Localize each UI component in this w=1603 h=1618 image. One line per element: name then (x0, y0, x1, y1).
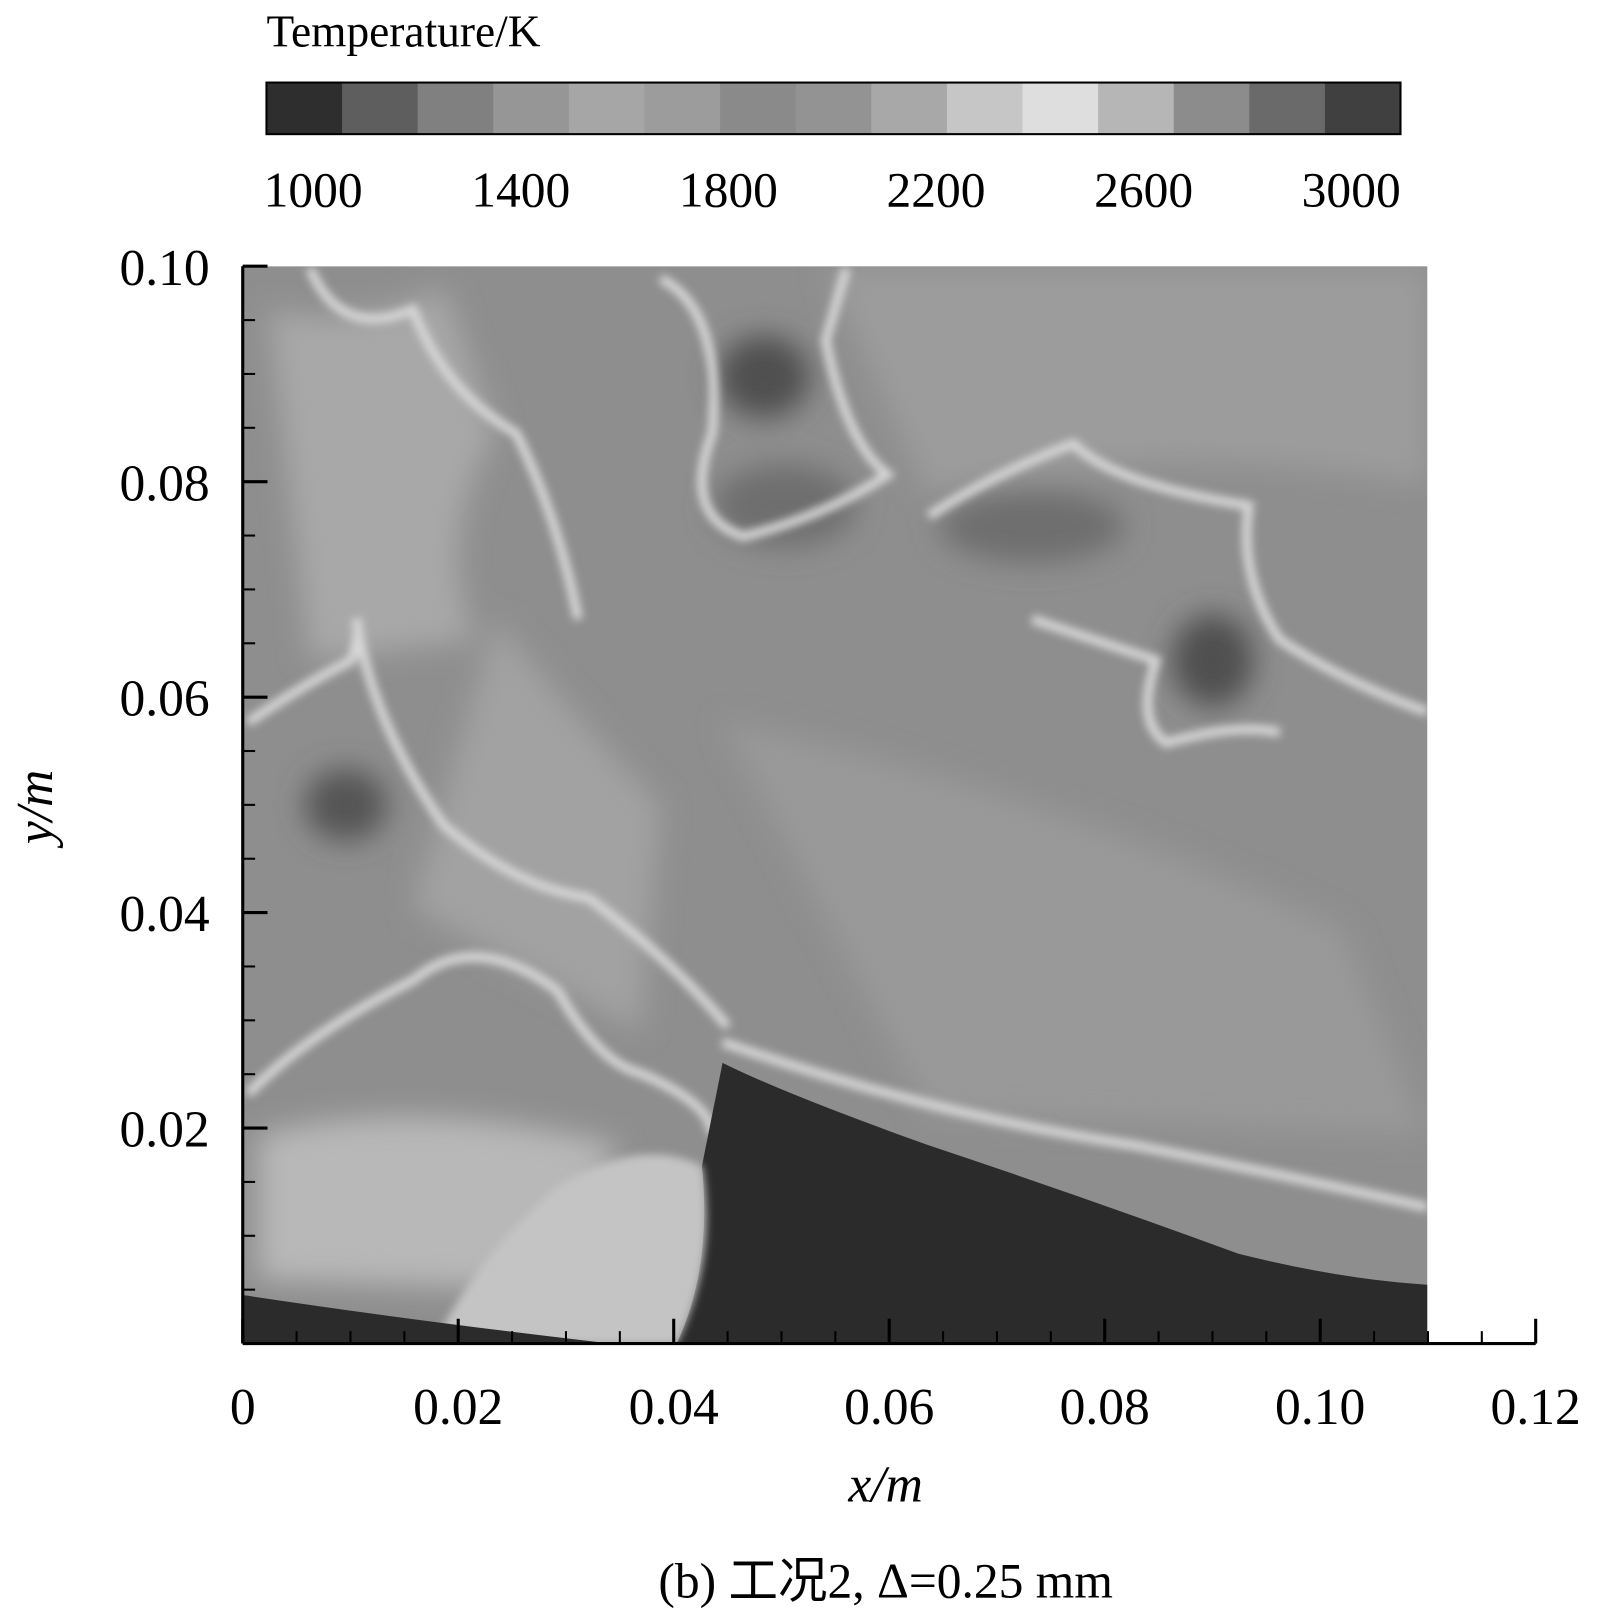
caption: (b) 工况2, Δ=0.25 mm (658, 1553, 1113, 1608)
y-tick-label: 0.06 (119, 671, 209, 728)
colorbar-band (644, 82, 721, 135)
colorbar-band (720, 82, 797, 135)
x-tick-label: 0.12 (1491, 1379, 1581, 1436)
colorbar-band (493, 82, 570, 135)
colorbar-band (795, 82, 872, 135)
colorbar-title: Temperature/K (266, 6, 540, 56)
x-tick-label: 0.04 (629, 1379, 719, 1436)
colorbar-tick-label: 1800 (679, 162, 778, 217)
y-axis-label: y/m (7, 770, 64, 849)
colorbar-band (946, 82, 1024, 135)
colorbar-band (1098, 82, 1175, 135)
colorbar-tick-label: 2600 (1094, 162, 1193, 217)
x-tick-label: 0.08 (1060, 1379, 1150, 1436)
colorbar-frame (265, 81, 1402, 136)
y-tick-label: 0.02 (119, 1102, 209, 1159)
temperature-field (242, 266, 1428, 1345)
x-tick-label: 0.10 (1275, 1379, 1365, 1436)
colorbar-tick-label: 1400 (471, 162, 570, 217)
x-tick-label: 0.06 (844, 1379, 934, 1436)
colorbar-band (1249, 82, 1326, 135)
colorbar-band (1324, 82, 1402, 135)
colorbar-tick-label: 1000 (264, 162, 363, 217)
colorbar-band (342, 82, 419, 135)
x-tick-label: 0 (230, 1379, 256, 1436)
colorbar-tick-label: 3000 (1302, 162, 1401, 217)
colorbar: 1000 1400 1800 2200 2600 3000 (264, 81, 1402, 217)
y-tick-label: 0.04 (119, 886, 209, 943)
axes: 0 0.02 0.04 0.06 0.08 0.10 0.12 0.02 0.04 0.06 0.0… (119, 240, 1580, 1436)
colorbar-band (417, 82, 494, 135)
y-tick-label: 0.08 (119, 455, 209, 512)
colorbar-tick-label: 2200 (886, 162, 985, 217)
colorbar-band (1022, 82, 1099, 135)
colorbar-band (871, 82, 948, 135)
colorbar-band (266, 82, 343, 135)
x-axis-label: x/m (847, 1456, 922, 1513)
colorbar-band (1173, 82, 1250, 135)
x-tick-label: 0.02 (413, 1379, 503, 1436)
colorbar-band (568, 82, 645, 135)
y-tick-label: 0.10 (119, 240, 209, 297)
